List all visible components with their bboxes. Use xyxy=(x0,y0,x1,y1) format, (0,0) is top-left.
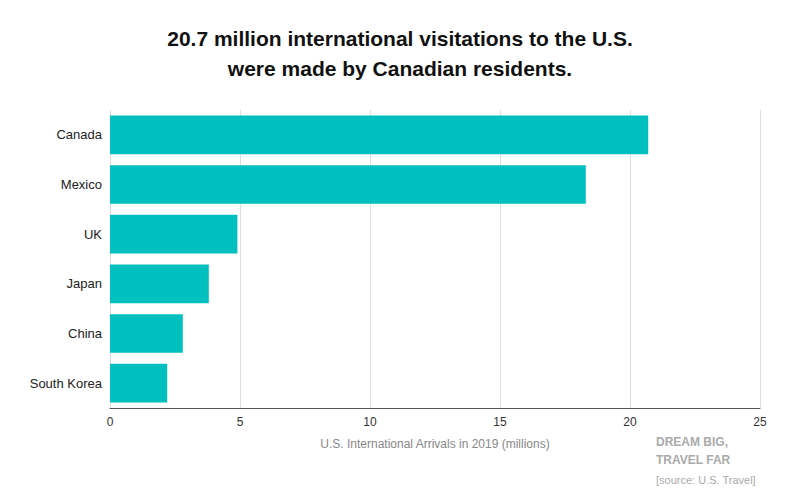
svg-text:15: 15 xyxy=(493,415,507,429)
svg-text:[source: U.S. Travel]: [source: U.S. Travel] xyxy=(656,474,756,486)
svg-text:U.S. International Arrivals in: U.S. International Arrivals in 2019 (mil… xyxy=(320,437,549,451)
svg-text:DREAM BIG,: DREAM BIG, xyxy=(656,435,728,449)
svg-text:20: 20 xyxy=(623,415,637,429)
svg-text:Mexico: Mexico xyxy=(61,177,102,192)
svg-text:South Korea: South Korea xyxy=(30,376,103,391)
svg-text:25: 25 xyxy=(753,415,767,429)
svg-text:China: China xyxy=(68,326,103,341)
svg-text:TRAVEL FAR: TRAVEL FAR xyxy=(656,453,731,467)
svg-text:5: 5 xyxy=(237,415,244,429)
svg-text:0: 0 xyxy=(107,415,114,429)
svg-text:were made by Canadian resident: were made by Canadian residents. xyxy=(227,57,572,80)
svg-text:10: 10 xyxy=(363,415,377,429)
svg-text:Japan: Japan xyxy=(67,276,102,291)
svg-text:Canada: Canada xyxy=(56,127,102,142)
svg-text:20.7 million international vis: 20.7 million international visitations t… xyxy=(167,27,633,50)
svg-text:UK: UK xyxy=(84,227,102,242)
